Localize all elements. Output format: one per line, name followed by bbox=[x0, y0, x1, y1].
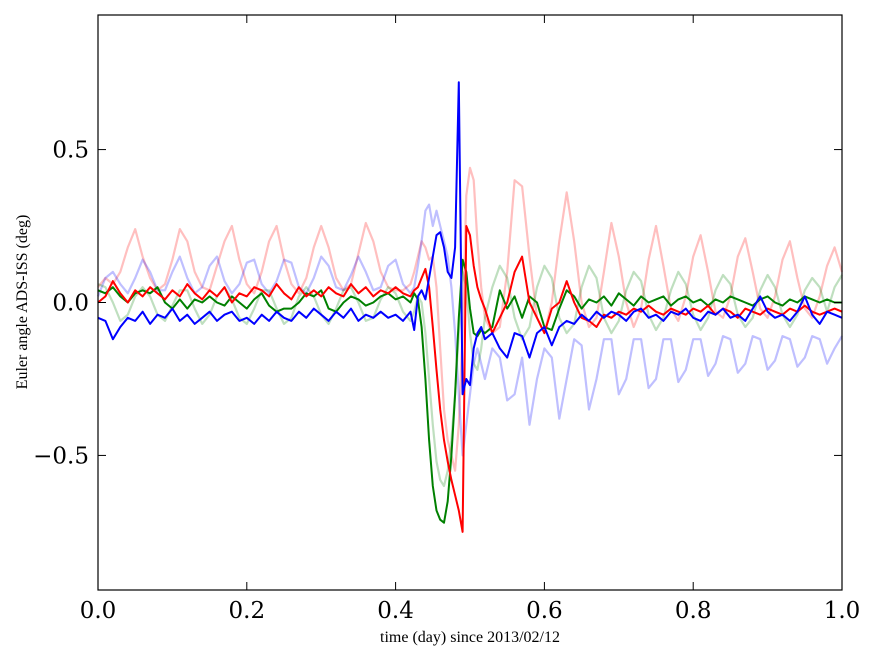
x-tick-label: 0.4 bbox=[377, 598, 414, 624]
x-tick-label: 0.8 bbox=[675, 598, 712, 624]
series-line-0 bbox=[97, 166, 844, 472]
series-layer bbox=[96, 81, 844, 533]
y-tick-label: 0.5 bbox=[52, 138, 89, 164]
ticks-layer: 0.0 0.2 0.4 0.6 0.8 1.0 −0.5 0.0 0.5 bbox=[33, 15, 860, 624]
x-tick-label: 0.2 bbox=[229, 598, 266, 624]
series-line-1 bbox=[96, 203, 843, 457]
x-tick-label: 0.0 bbox=[80, 598, 117, 624]
y-tick-label: −0.5 bbox=[33, 443, 89, 469]
x-tick-label: 1.0 bbox=[824, 598, 861, 624]
x-tick-label: 0.6 bbox=[526, 598, 563, 624]
x-axis-label: time (day) since 2013/02/12 bbox=[380, 629, 560, 646]
series-line-4 bbox=[97, 225, 843, 533]
series-line-5 bbox=[97, 81, 843, 396]
y-tick-label: 0.0 bbox=[52, 291, 89, 317]
y-axis-label: Euler angle ADS-ISS (deg) bbox=[14, 215, 31, 390]
